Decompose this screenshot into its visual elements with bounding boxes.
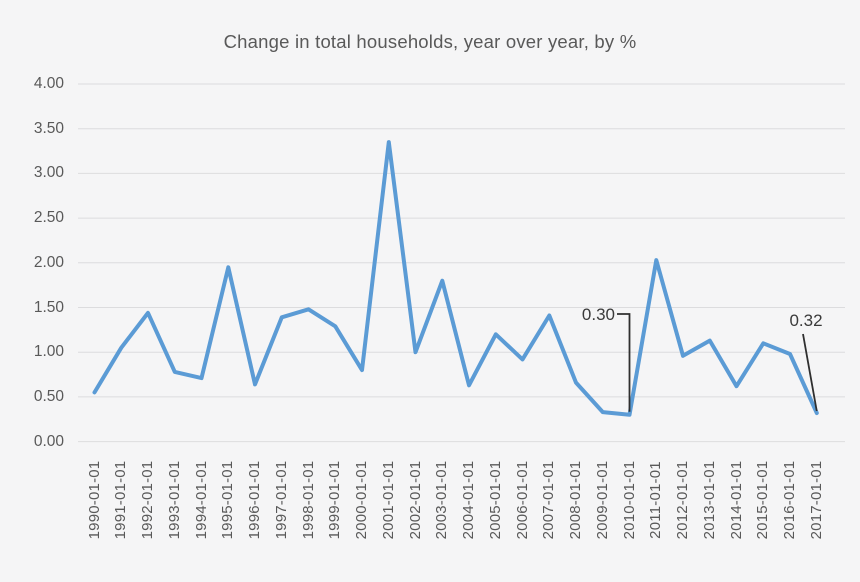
- x-tick-label: 2001-01-01: [379, 460, 397, 540]
- series-line: [92, 140, 819, 417]
- x-tick-label: 2003-01-01: [433, 460, 451, 540]
- x-tick-label: 1990-01-01: [85, 460, 103, 540]
- x-tick-label: 2015-01-01: [754, 460, 772, 540]
- y-tick-label: 2.50: [33, 209, 64, 227]
- x-tick-label: 1998-01-01: [299, 460, 317, 540]
- annotation-leader-line: [802, 333, 818, 412]
- y-tick-label: 3.00: [33, 164, 64, 182]
- annotation-2017-value: 0.32: [789, 311, 823, 330]
- annotation-2010-value: 0.30: [581, 305, 615, 324]
- x-tick-label: 2000-01-01: [353, 460, 370, 540]
- x-tick-label: 1994-01-01: [192, 460, 210, 540]
- x-tick-label: 2014-01-01: [727, 460, 745, 540]
- y-tick-label: 1.00: [33, 343, 64, 361]
- x-tick-label: 1991-01-01: [112, 460, 130, 540]
- x-tick-label: 2004-01-01: [460, 460, 477, 540]
- x-tick-label: 2007-01-01: [540, 460, 558, 540]
- x-tick-label: 1995-01-01: [219, 460, 237, 540]
- y-tick-label: 1.50: [33, 298, 64, 316]
- x-tick-label: 2009-01-01: [593, 460, 611, 540]
- x-tick-label: 2008-01-01: [567, 460, 584, 540]
- y-tick-label: 4.00: [33, 75, 64, 92]
- x-tick-label: 1999-01-01: [326, 460, 344, 540]
- x-tick-label: 2006-01-01: [513, 460, 531, 540]
- x-tick-label: 2013-01-01: [700, 460, 718, 540]
- y-tick-label: 0.00: [33, 432, 64, 450]
- x-tick-label: 2016-01-01: [781, 460, 798, 540]
- y-tick-label: 0.50: [33, 387, 64, 405]
- x-tick-label: 2010-01-01: [620, 460, 638, 540]
- x-tick-label: 1992-01-01: [139, 460, 156, 540]
- y-tick-label: 3.50: [33, 119, 64, 137]
- x-tick-label: 2005-01-01: [486, 460, 504, 540]
- x-tick-label: 2011-01-01: [647, 461, 665, 539]
- x-tick-label: 1996-01-01: [246, 460, 263, 540]
- x-tick-label: 2012-01-01: [674, 460, 691, 540]
- y-tick-label: 2.00: [33, 253, 64, 271]
- x-tick-label: 1997-01-01: [272, 460, 290, 540]
- x-tick-label: 2002-01-01: [406, 460, 424, 540]
- x-tick-label: 2017-01-01: [807, 460, 825, 540]
- x-tick-label: 1993-01-01: [165, 460, 183, 540]
- chart-title: Change in total households, year over ye…: [223, 31, 637, 52]
- annotation-leader-line: [617, 313, 631, 412]
